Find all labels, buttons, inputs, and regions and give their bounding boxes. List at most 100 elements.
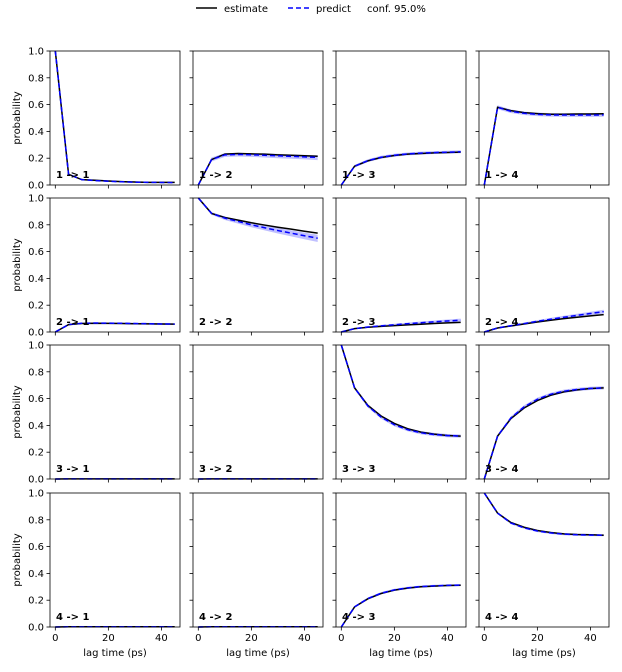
y-tick-label: 0.4 [28, 127, 44, 138]
panel-label: 1 -> 3 [342, 170, 375, 181]
y-tick-label: 1.0 [28, 194, 44, 205]
x-tick-label: 40 [298, 633, 311, 644]
y-tick-label: 0.6 [28, 100, 44, 111]
panel-2-1: 0.0 0.2 0.4 0.6 0.8 1.0 2 -> 1 probability [12, 194, 181, 339]
x-tick-label: 20 [531, 633, 544, 644]
y-tick-label: 0.2 [28, 596, 44, 607]
legend: estimate predict conf. 95.0% [196, 4, 426, 15]
panel-frame [335, 492, 467, 628]
confidence-band [55, 51, 175, 184]
panel-1-4: 1 -> 4 [475, 50, 610, 189]
panel-label: 4 -> 1 [56, 612, 89, 623]
y-axis-label: probability [12, 91, 23, 144]
panel-1-3: 1 -> 3 [332, 50, 467, 189]
panel-4-3: 0 20 40 4 -> 3 lag time (ps) [332, 492, 467, 659]
panel-frame [335, 197, 467, 333]
panel-3-3: 3 -> 3 [332, 344, 467, 483]
x-tick-label: 0 [338, 633, 344, 644]
x-tick-label: 20 [388, 633, 401, 644]
panel-frame [478, 50, 610, 186]
panel-label: 2 -> 2 [199, 317, 232, 328]
y-axis-label: probability [12, 238, 23, 291]
y-tick-label: 0.6 [28, 247, 44, 258]
y-tick-label: 0.8 [28, 220, 44, 231]
panel-4-4: 0 20 40 4 -> 4 lag time (ps) [475, 492, 610, 659]
predict-line [484, 310, 604, 333]
panel-frame [192, 197, 324, 333]
panel-frame [478, 344, 610, 480]
y-tick-label: 0.6 [28, 542, 44, 553]
panel-1-1: 0.0 0.2 0.4 0.6 0.8 1.0 1 -> 1 probability [12, 47, 181, 192]
panel-frame [49, 50, 181, 186]
y-tick-label: 0.8 [28, 367, 44, 378]
y-tick-label: 0.2 [28, 154, 44, 165]
x-axis-label: lag time (ps) [226, 648, 290, 659]
legend-label-estimate: estimate [224, 4, 268, 15]
predict-line [483, 492, 604, 536]
confidence-band [341, 345, 461, 438]
predict-line [197, 197, 318, 239]
panel-frame [192, 50, 324, 186]
x-tick-label: 20 [245, 633, 258, 644]
y-tick-label: 1.0 [28, 47, 44, 58]
y-tick-label: 1.0 [28, 341, 44, 352]
panel-frame [49, 344, 181, 480]
panel-4-2: 0 20 40 4 -> 2 lag time (ps) [189, 492, 324, 659]
x-tick-label: 40 [441, 633, 454, 644]
y-tick-label: 0.0 [28, 623, 44, 634]
panel-frame [192, 492, 324, 628]
x-tick-label: 0 [195, 633, 201, 644]
confidence-band [484, 493, 604, 537]
panel-label: 4 -> 2 [199, 612, 232, 623]
y-axis-label: probability [12, 385, 23, 438]
x-tick-label: 0 [52, 633, 58, 644]
y-axis-label: probability [12, 533, 23, 586]
panel-frame [335, 344, 467, 480]
predict-line [340, 344, 461, 437]
panel-2-3: 2 -> 3 [332, 197, 467, 336]
x-tick-label: 40 [155, 633, 168, 644]
predict-line [483, 387, 604, 480]
panel-3-1: 0.0 0.2 0.4 0.6 0.8 1.0 3 -> 1 probability [12, 341, 181, 486]
y-tick-label: 0.2 [28, 448, 44, 459]
x-tick-label: 0 [481, 633, 487, 644]
estimate-line [483, 492, 604, 536]
estimate-line [54, 50, 175, 184]
predict-line [341, 319, 461, 333]
panel-label: 4 -> 4 [485, 612, 518, 623]
panel-label: 4 -> 3 [342, 612, 375, 623]
panel-label: 2 -> 1 [56, 317, 89, 328]
legend-label-predict: predict [316, 4, 351, 15]
predict-line [54, 50, 175, 184]
predict-line [340, 584, 461, 628]
y-tick-label: 0.4 [28, 274, 44, 285]
panel-4-1: 0.0 0.2 0.4 0.6 0.8 1.0 0 20 40 4 -> 1 probability… [12, 489, 181, 659]
y-tick-label: 0.6 [28, 394, 44, 405]
x-axis-label: lag time (ps) [512, 648, 576, 659]
x-tick-label: 40 [584, 633, 597, 644]
panel-frame [478, 492, 610, 628]
x-tick-label: 20 [102, 633, 115, 644]
panel-frame [49, 197, 181, 333]
y-tick-label: 0.4 [28, 421, 44, 432]
x-axis-label: lag time (ps) [83, 648, 147, 659]
estimate-line [54, 322, 175, 333]
x-axis-label: lag time (ps) [369, 648, 433, 659]
panel-label: 3 -> 2 [199, 464, 232, 475]
estimate-line [483, 106, 604, 186]
panel-label: 1 -> 2 [199, 170, 232, 181]
panel-grid: 0.0 0.2 0.4 0.6 0.8 1.0 1 -> 1 probability 1 -> … [12, 47, 610, 659]
y-tick-label: 0.0 [28, 328, 44, 339]
panel-frame [478, 197, 610, 333]
y-tick-label: 0.4 [28, 569, 44, 580]
y-tick-label: 1.0 [28, 489, 44, 500]
panel-label: 1 -> 4 [485, 170, 518, 181]
panel-3-4: 3 -> 4 [475, 344, 610, 483]
y-tick-label: 0.2 [28, 301, 44, 312]
panel-frame [335, 50, 467, 186]
panel-2-4: 2 -> 4 [475, 197, 610, 336]
panel-1-2: 1 -> 2 [189, 50, 324, 189]
panel-3-2: 3 -> 2 [189, 344, 324, 483]
panel-label: 3 -> 1 [56, 464, 89, 475]
